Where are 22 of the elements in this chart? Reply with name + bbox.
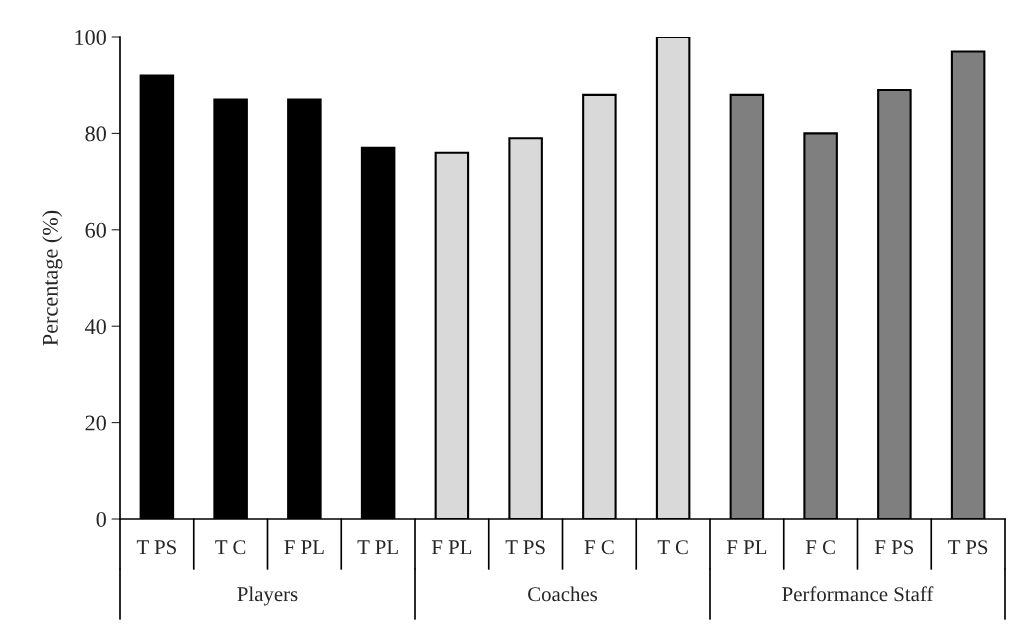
text: Players bbox=[237, 586, 298, 606]
x-tick-label: F PL bbox=[284, 540, 324, 555]
x-tick-label: F C bbox=[584, 540, 614, 555]
y-tick-label: 0 bbox=[96, 511, 106, 527]
y-axis-title: Percentage (%) bbox=[42, 210, 63, 346]
x-tick-label: F PS bbox=[874, 540, 914, 555]
x-tick-label: T C bbox=[657, 540, 688, 555]
y-tick-label: 60 bbox=[85, 222, 106, 238]
x-tick-label: T PL bbox=[357, 540, 398, 555]
x-tick-label: F PL bbox=[431, 540, 472, 555]
x-tick-label: T C bbox=[215, 540, 246, 555]
x-tick-label: F C bbox=[805, 540, 835, 555]
x-tick-label: T PS bbox=[136, 540, 176, 555]
x-tick-label: T PS bbox=[505, 540, 545, 555]
x-tick-label: T PS bbox=[948, 540, 988, 555]
y-tick-label: 80 bbox=[85, 126, 106, 142]
x-tick-label: F PL bbox=[726, 540, 767, 555]
text: Coaches bbox=[528, 586, 598, 602]
y-tick-label: 40 bbox=[85, 319, 106, 335]
text: Performance Staff bbox=[782, 586, 934, 602]
y-tick-label: 20 bbox=[85, 415, 106, 431]
y-tick-label: 100 bbox=[75, 29, 106, 45]
